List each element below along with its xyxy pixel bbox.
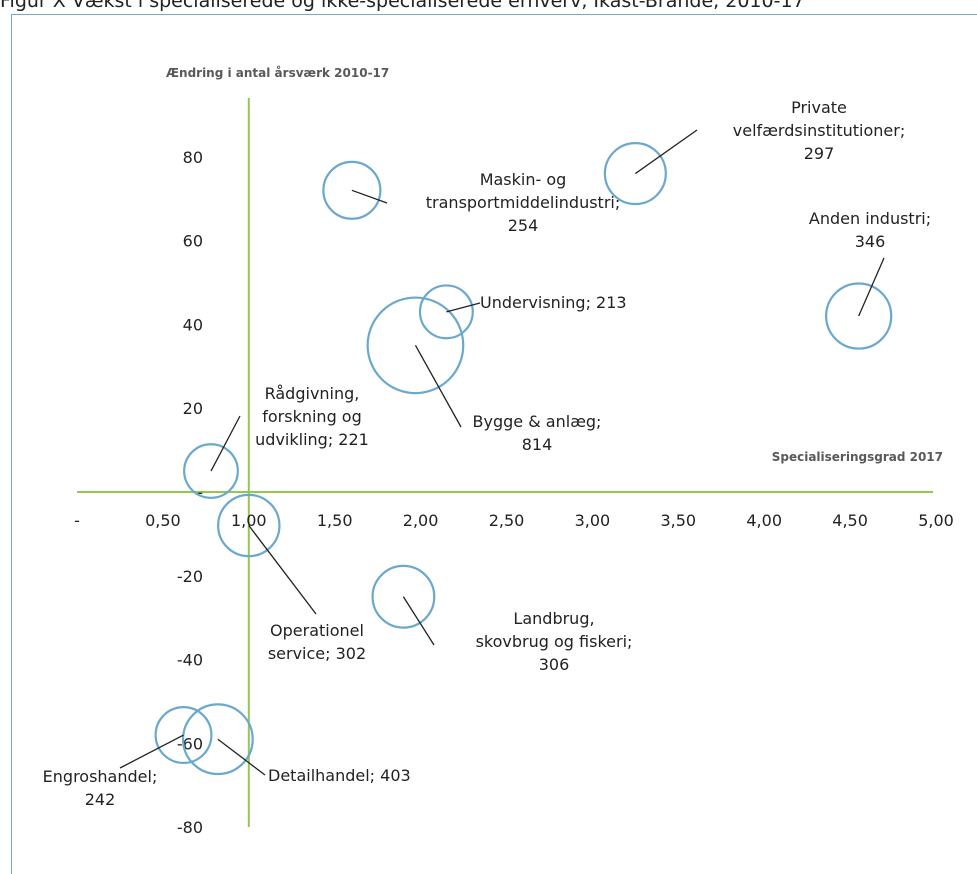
x-tick-label: 3,00 [575,511,611,530]
data-label-line: Rådgivning, [265,384,360,403]
x-tick-label: 0,50 [145,511,181,530]
leader-line [217,738,266,776]
data-label-line: Maskin- og [480,170,567,189]
data-label-line: skovbrug og fiskeri; [476,632,633,651]
leader-line [446,302,481,313]
y-tick-label: 80 [183,148,203,167]
data-label-line: 346 [855,232,886,251]
x-tick-label: - [74,511,80,530]
leader-line [351,189,388,204]
data-label-line: 254 [508,216,539,235]
leader-line [210,415,241,472]
data-label-line: Operationel [270,621,364,640]
bubble [418,284,474,340]
data-label-line: Landbrug, [513,609,594,628]
leader-line [858,257,885,317]
y-tick-label: -20 [177,567,203,586]
y-tick-label: 60 [183,232,203,251]
bubble [825,282,893,350]
x-tick-label: 1,50 [317,511,353,530]
data-label-line: 242 [85,790,116,809]
bubbles-layer [154,142,893,776]
bubble [603,142,667,206]
data-label-line: velfærdsinstitutioner; [733,121,905,140]
caption-strip: Figur X Vækst i specialiserede og ikke-s… [0,0,977,14]
y-axis-title: Ændring i antal årsværk 2010-17 [166,66,389,80]
data-label: Detailhandel; 403 [268,766,411,785]
axes-layer: -0,50 1,00 1,50 2,00 2,50 3,00 3,50 4,00 4,50 5,0… [74,98,954,837]
data-label-line: Detailhandel; 403 [268,766,411,785]
figure-caption: Figur X Vækst i specialiserede og ikke-s… [0,0,805,12]
x-axis-title: Specialiseringsgrad 2017 [772,450,943,464]
data-label-line: service; 302 [268,644,366,663]
x-tick-label: 2,00 [403,511,439,530]
data-label-line: 306 [539,655,570,674]
data-label: Maskin- og transportmiddelindustri; 254 [426,170,620,235]
data-label: Engroshandel; 242 [43,767,158,809]
y-tick-label: -80 [177,818,203,837]
x-tick-label: 4,50 [832,511,868,530]
y-tick-label: 20 [183,399,203,418]
data-label-line: forskning og [262,407,362,426]
data-label: Bygge & anlæg; 814 [473,412,602,454]
bubble [322,160,382,220]
data-label: Anden industri; 346 [809,209,931,251]
chart-frame [11,14,977,874]
bubble [183,443,239,499]
x-tick-label: 4,00 [746,511,782,530]
y-tick-label: 40 [183,315,203,334]
data-label: Private velfærdsinstitutioner; 297 [733,98,905,163]
bubble [366,296,465,395]
bubble [181,703,254,776]
bubble [154,706,213,764]
y-tick-label: -60 [177,734,203,753]
data-label-line: Bygge & anlæg; [473,412,602,431]
x-tick-label: 5,00 [918,511,954,530]
data-label: Landbrug, skovbrug og fiskeri; 306 [476,609,633,674]
leader-line [414,345,462,428]
bubble [371,564,436,629]
data-label-line: transportmiddelindustri; [426,193,620,212]
y-tick-label: - [197,483,203,502]
bubble [217,493,281,558]
data-label: Operationel service; 302 [268,621,366,663]
x-tick-label: 1,00 [231,511,267,530]
data-label-line: 297 [804,144,835,163]
labels-layer: Private velfærdsinstitutioner; 297 Maskin- … [43,98,931,809]
x-tick-label: 2,50 [489,511,525,530]
leader-line [634,129,698,175]
leader-line [248,525,317,615]
data-label-line: Engroshandel; [43,767,158,786]
data-label-line: Undervisning; 213 [480,293,627,312]
leader-line [402,596,435,646]
data-label-line: udvikling; 221 [255,430,369,449]
y-tick-label: -40 [177,651,203,670]
x-tick-label: 3,50 [660,511,696,530]
leader-line [119,734,184,769]
data-label-line: Anden industri; [809,209,931,228]
data-label-line: Private [791,98,847,117]
leader-lines-layer [119,129,885,776]
data-label: Rådgivning, forskning og udvikling; 221 [255,384,369,449]
data-label: Undervisning; 213 [480,293,627,312]
data-label-line: 814 [522,435,553,454]
